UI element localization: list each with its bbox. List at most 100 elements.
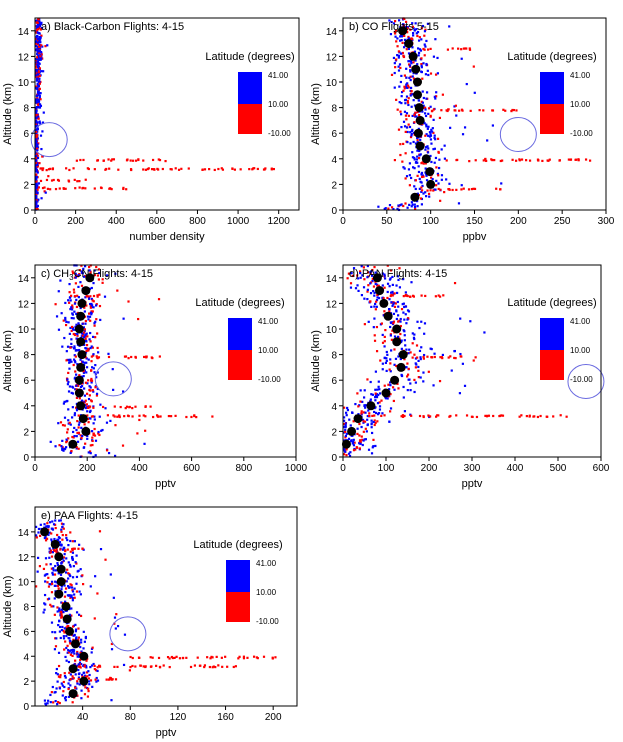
point-high-lat xyxy=(405,67,408,70)
point-high-lat xyxy=(36,163,39,167)
point-high-lat xyxy=(363,297,366,300)
point-low-lat xyxy=(79,658,82,662)
point-high-lat xyxy=(89,386,92,389)
point-high-lat xyxy=(423,112,427,115)
point-low-lat xyxy=(79,614,83,618)
point-low-lat xyxy=(92,354,95,357)
point-low-lat xyxy=(89,295,92,298)
point-high-lat xyxy=(386,282,390,285)
point-high-lat xyxy=(425,133,428,136)
point-high-lat xyxy=(403,334,406,337)
point-high-lat xyxy=(366,415,369,418)
point-low-lat xyxy=(403,85,406,88)
point-high-lat xyxy=(377,205,380,208)
legend-tick-label: -10.00 xyxy=(258,375,281,384)
point-low-lat xyxy=(520,158,524,161)
point-high-lat xyxy=(370,393,373,396)
point-high-lat xyxy=(48,531,51,534)
point-high-lat xyxy=(399,80,403,84)
point-low-lat xyxy=(177,168,181,171)
point-high-lat xyxy=(424,108,427,111)
point-low-lat xyxy=(70,329,73,332)
point-high-lat xyxy=(71,597,75,600)
point-low-lat xyxy=(221,168,225,171)
point-low-lat xyxy=(83,423,86,426)
point-high-lat xyxy=(93,322,96,325)
panel-label: d) xyxy=(349,268,362,280)
point-high-lat xyxy=(437,166,441,170)
point-high-lat xyxy=(438,158,441,161)
point-low-lat xyxy=(390,73,394,76)
point-low-lat xyxy=(515,109,518,112)
point-high-lat xyxy=(36,116,39,120)
highlight-circle xyxy=(109,616,147,652)
point-high-lat xyxy=(65,557,68,560)
point-low-lat xyxy=(386,264,389,267)
point-low-lat xyxy=(349,282,353,285)
point-high-lat xyxy=(390,291,393,294)
point-high-lat xyxy=(423,332,426,335)
point-high-lat xyxy=(92,390,95,393)
point-low-lat xyxy=(420,294,423,297)
panel-label: c) xyxy=(41,268,53,280)
point-low-lat xyxy=(89,340,92,343)
point-high-lat xyxy=(414,161,418,164)
point-low-lat xyxy=(396,108,399,111)
point-high-lat xyxy=(394,35,397,38)
mean-point xyxy=(61,602,71,611)
point-low-lat xyxy=(91,436,94,439)
panel-label: a) xyxy=(41,21,54,33)
point-low-lat xyxy=(57,675,61,678)
point-low-lat xyxy=(588,159,592,162)
point-high-lat xyxy=(98,415,101,418)
point-high-lat xyxy=(67,695,70,698)
point-high-lat xyxy=(99,318,102,322)
point-high-lat xyxy=(415,32,418,35)
point-high-lat xyxy=(78,683,81,686)
point-low-lat xyxy=(96,295,99,298)
highlight-circle xyxy=(30,122,68,158)
species-name: Black-Carbon xyxy=(54,21,121,33)
point-low-lat xyxy=(73,596,76,599)
point-low-lat xyxy=(114,678,118,681)
point-high-lat xyxy=(448,25,451,28)
point-high-lat xyxy=(423,122,426,125)
point-high-lat xyxy=(90,345,93,348)
panel-label: b) xyxy=(349,21,362,33)
point-high-lat xyxy=(383,356,386,360)
point-high-lat xyxy=(407,60,410,63)
point-high-lat xyxy=(67,577,70,580)
point-low-lat xyxy=(460,188,463,191)
point-low-lat xyxy=(87,347,90,350)
point-high-lat xyxy=(70,391,73,394)
point-high-lat xyxy=(72,347,76,350)
point-low-lat xyxy=(69,678,72,681)
point-high-lat xyxy=(344,450,347,453)
point-high-lat xyxy=(68,574,71,577)
point-high-lat xyxy=(55,687,58,690)
y-tick-label: 14 xyxy=(18,27,30,38)
mean-point xyxy=(421,154,431,164)
point-low-lat xyxy=(126,414,130,417)
legend-blue-bar xyxy=(226,560,250,592)
point-low-lat xyxy=(121,444,125,447)
point-low-lat xyxy=(404,293,407,297)
point-low-lat xyxy=(96,592,99,595)
point-high-lat xyxy=(35,177,38,180)
point-low-lat xyxy=(93,664,96,667)
point-low-lat xyxy=(252,655,256,658)
point-low-lat xyxy=(62,629,65,632)
point-high-lat xyxy=(42,111,45,114)
point-low-lat xyxy=(77,627,80,630)
point-low-lat xyxy=(363,420,367,423)
point-high-lat xyxy=(434,97,437,100)
point-low-lat xyxy=(151,656,154,659)
point-low-lat xyxy=(91,415,94,418)
point-low-lat xyxy=(379,359,382,362)
point-high-lat xyxy=(51,573,55,576)
point-low-lat xyxy=(36,97,39,100)
point-high-lat xyxy=(422,380,425,383)
point-high-lat xyxy=(111,368,114,371)
point-low-lat xyxy=(484,414,487,417)
point-low-lat xyxy=(180,167,183,170)
